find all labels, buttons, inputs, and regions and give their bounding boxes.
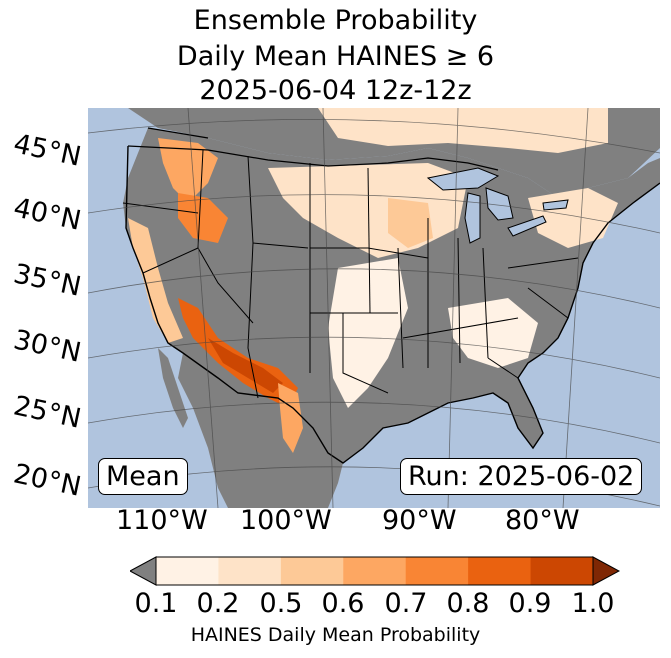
colorbar-tick-0.5: 0.5 (259, 588, 303, 619)
lon-label-100w: 100°W (240, 505, 332, 536)
texas-mid (278, 383, 303, 453)
us-outline (125, 145, 660, 464)
national-border (127, 127, 499, 171)
colorbar-segment (405, 557, 469, 585)
title-line-1: Ensemble Probability (193, 5, 478, 36)
lat-label-20n: 20°N (10, 458, 84, 503)
colorbar-tick-0.8: 0.8 (446, 588, 490, 619)
run-date-annotation: Run: 2025-06-02 (400, 458, 643, 495)
great-basin (178, 193, 228, 243)
lon-label-90w: 90°W (382, 505, 457, 536)
lat-label-25n: 25°N (10, 390, 84, 435)
mexico-land (178, 353, 343, 508)
colorbar-over-arrow (592, 556, 620, 586)
plains-lightest (328, 258, 408, 408)
colorbar-tick-1.0: 1.0 (571, 588, 615, 619)
lake-michigan (464, 192, 481, 244)
midwest-light (388, 198, 433, 248)
lake-superior (426, 167, 500, 191)
southwest-core (208, 338, 283, 393)
lon-label-80w: 80°W (505, 505, 580, 536)
colorbar-segment (530, 557, 594, 585)
lat-label-40n: 40°N (10, 192, 84, 237)
state-lines (122, 149, 579, 399)
canada-light (318, 108, 608, 153)
colorbar-tick-0.9: 0.9 (508, 588, 552, 619)
lat-label-35n: 35°N (10, 258, 84, 303)
colorbar (130, 556, 620, 586)
colorbar-label: HAINES Daily Mean Probability (190, 624, 481, 646)
graticule (88, 108, 660, 508)
mean-annotation: Mean (98, 458, 188, 495)
west-coast-light (128, 218, 183, 343)
lat-label-30n: 30°N (10, 324, 84, 369)
title-line-2: Daily Mean HAINES ≥ 6 (176, 41, 495, 72)
colorbar-segment (280, 557, 344, 585)
colorbar-segment (468, 557, 532, 585)
colorbar-tick-0.7: 0.7 (384, 588, 428, 619)
title-line-3: 2025-06-04 12z-12z (199, 75, 472, 106)
colorbar-segment (343, 557, 407, 585)
colorbar-tick-0.6: 0.6 (321, 588, 365, 619)
colorbar-under-arrow (130, 556, 157, 586)
colorbar-segment (218, 557, 282, 585)
lon-label-110w: 110°W (116, 505, 208, 536)
lat-label-45n: 45°N (10, 128, 84, 173)
baja (158, 348, 188, 428)
colorbar-tick-0.1: 0.1 (134, 588, 178, 619)
lake-huron (485, 187, 514, 221)
colorbar-tick-0.2: 0.2 (196, 588, 240, 619)
lake-erie (507, 215, 547, 237)
lake-ontario (542, 199, 569, 211)
probability-map (88, 108, 660, 508)
colorbar-segment (156, 557, 219, 585)
colorbar-segments (156, 557, 594, 585)
